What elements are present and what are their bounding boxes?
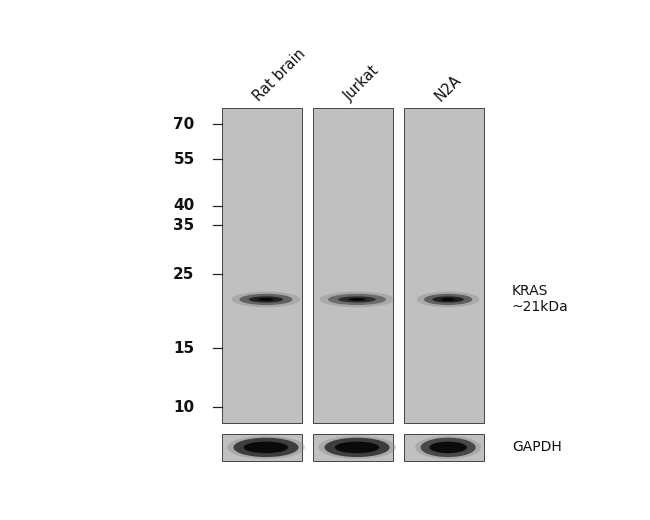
Ellipse shape xyxy=(432,296,464,303)
Text: N2A: N2A xyxy=(432,72,465,105)
Ellipse shape xyxy=(348,298,365,301)
Ellipse shape xyxy=(430,441,467,453)
Ellipse shape xyxy=(239,294,292,305)
Ellipse shape xyxy=(424,294,473,305)
Text: KRAS: KRAS xyxy=(512,283,549,297)
FancyBboxPatch shape xyxy=(222,434,302,461)
Text: Rat brain: Rat brain xyxy=(250,46,308,105)
Text: Jurkat: Jurkat xyxy=(341,63,382,105)
Ellipse shape xyxy=(421,438,476,457)
FancyBboxPatch shape xyxy=(313,434,393,461)
Ellipse shape xyxy=(231,292,300,307)
Ellipse shape xyxy=(227,436,305,459)
Text: ~21kDa: ~21kDa xyxy=(512,301,569,315)
Ellipse shape xyxy=(328,294,386,305)
Ellipse shape xyxy=(244,441,288,453)
Ellipse shape xyxy=(324,438,389,457)
Text: 25: 25 xyxy=(173,267,194,281)
Text: 15: 15 xyxy=(174,341,194,356)
Ellipse shape xyxy=(417,292,480,307)
FancyBboxPatch shape xyxy=(404,434,484,461)
Ellipse shape xyxy=(249,296,283,303)
Text: 35: 35 xyxy=(174,217,194,232)
FancyBboxPatch shape xyxy=(313,109,393,423)
Text: 10: 10 xyxy=(174,400,194,415)
Ellipse shape xyxy=(338,296,376,303)
Ellipse shape xyxy=(258,298,274,301)
FancyBboxPatch shape xyxy=(404,109,484,423)
Text: GAPDH: GAPDH xyxy=(512,440,562,454)
FancyBboxPatch shape xyxy=(222,109,302,423)
Ellipse shape xyxy=(441,298,455,301)
Ellipse shape xyxy=(318,436,396,459)
Text: 40: 40 xyxy=(174,198,194,213)
Ellipse shape xyxy=(415,436,481,459)
Text: 70: 70 xyxy=(174,116,194,132)
Text: 55: 55 xyxy=(174,152,194,167)
Ellipse shape xyxy=(320,292,395,307)
Ellipse shape xyxy=(233,438,298,457)
Ellipse shape xyxy=(335,441,379,453)
